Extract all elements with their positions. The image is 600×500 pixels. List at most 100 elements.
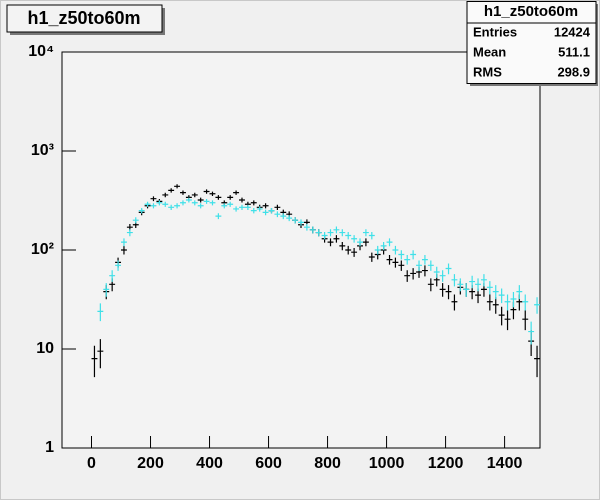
data-point	[209, 200, 216, 206]
data-point	[191, 192, 198, 198]
data-point	[115, 260, 122, 271]
data-point	[262, 209, 269, 216]
stats-label: RMS	[473, 64, 502, 79]
stats-title: h1_z50to60m	[484, 3, 578, 20]
data-point	[492, 285, 499, 300]
data-point	[351, 248, 358, 257]
data-point	[380, 241, 387, 251]
data-point	[392, 257, 399, 268]
data-point	[522, 310, 529, 331]
data-point	[333, 226, 340, 234]
data-point	[504, 294, 511, 311]
data-point	[268, 207, 275, 214]
stats-value: 511.1	[558, 44, 590, 59]
data-point	[203, 189, 210, 194]
data-point	[233, 206, 240, 212]
data-point	[327, 238, 334, 247]
data-point	[221, 203, 228, 209]
data-point	[321, 232, 328, 240]
y-tick-label: 10³	[31, 142, 54, 159]
data-point	[427, 278, 434, 292]
data-point	[244, 204, 251, 210]
stats-value: 12424	[554, 24, 591, 39]
data-point	[121, 245, 127, 255]
data-point	[109, 270, 116, 282]
stats-label: Entries	[473, 24, 517, 39]
data-point	[162, 192, 169, 198]
data-point	[386, 238, 393, 247]
data-point	[510, 291, 517, 308]
data-point	[534, 297, 540, 314]
data-point	[215, 213, 222, 220]
data-point	[180, 200, 186, 206]
data-point	[185, 197, 192, 203]
data-point	[433, 266, 440, 278]
data-point	[168, 188, 175, 193]
data-point	[168, 204, 175, 210]
data-point	[303, 224, 310, 231]
data-point	[292, 217, 299, 224]
data-point	[451, 294, 458, 311]
data-point	[528, 321, 535, 345]
data-point	[298, 219, 304, 226]
data-point	[398, 260, 405, 271]
data-point	[451, 274, 458, 287]
data-point	[421, 265, 428, 277]
stats-label: Mean	[473, 44, 506, 59]
stats-box	[466, 1, 597, 84]
data-point	[339, 241, 346, 251]
data-point	[132, 217, 139, 224]
x-tick-label: 1200	[428, 455, 464, 472]
data-point	[404, 255, 411, 265]
data-point	[480, 274, 487, 287]
data-point	[475, 278, 481, 292]
x-tick-label: 800	[314, 455, 341, 472]
x-tick-label: 200	[137, 455, 164, 472]
data-point	[150, 203, 157, 209]
data-point	[97, 339, 104, 369]
data-point	[404, 270, 411, 282]
data-point	[445, 285, 452, 300]
data-point	[262, 203, 269, 209]
data-point	[339, 229, 346, 237]
data-point	[250, 207, 257, 214]
data-point	[280, 213, 287, 220]
data-point	[274, 204, 281, 210]
data-point	[534, 345, 540, 378]
data-point	[492, 297, 499, 314]
frame	[61, 51, 541, 449]
data-point	[209, 191, 216, 197]
x-tick-label: 400	[196, 455, 223, 472]
title-box	[6, 4, 163, 33]
data-point	[315, 229, 322, 237]
x-tick-label: 1400	[487, 455, 523, 472]
data-point	[351, 235, 358, 243]
data-point	[345, 245, 352, 255]
data-point	[463, 283, 470, 297]
data-point	[274, 211, 281, 218]
data-point	[121, 238, 127, 247]
chart-title: h1_z50to60m	[27, 8, 140, 28]
data-point	[256, 206, 263, 212]
data-point	[97, 303, 104, 322]
data-point	[327, 229, 334, 237]
y-tick-label: 10⁴	[28, 43, 54, 60]
data-point	[144, 201, 151, 207]
data-point	[150, 196, 157, 202]
data-point	[427, 260, 434, 271]
y-tick-label: 1	[45, 439, 54, 456]
data-point	[504, 310, 511, 331]
data-point	[174, 203, 181, 209]
data-point	[333, 235, 340, 243]
data-point	[374, 245, 381, 255]
y-tick-label: 10²	[31, 241, 54, 258]
data-point	[215, 195, 222, 200]
data-point	[197, 197, 204, 203]
data-point	[439, 283, 446, 297]
data-point	[156, 200, 163, 206]
data-point	[227, 195, 234, 200]
data-point	[233, 190, 240, 195]
data-point	[250, 200, 257, 206]
